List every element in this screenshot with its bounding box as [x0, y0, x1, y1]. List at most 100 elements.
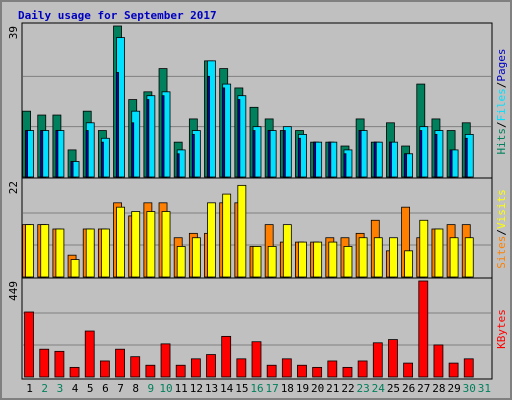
x-tick-label: 8 [132, 382, 139, 395]
bar [358, 130, 362, 178]
x-tick-label: 27 [417, 382, 430, 395]
bar [146, 211, 156, 278]
x-tick-label: 6 [102, 382, 109, 395]
x-tick-label: 9 [148, 382, 155, 395]
legend-entry: Files [495, 88, 508, 121]
bar [207, 202, 216, 278]
x-tick-label: 31 [478, 382, 491, 395]
bar [342, 366, 353, 378]
x-tick-label: 28 [432, 382, 445, 395]
bar [116, 206, 125, 278]
bar [25, 130, 28, 178]
bar [464, 137, 468, 178]
x-tick-label: 20 [311, 382, 324, 395]
bar [100, 228, 110, 278]
bar [161, 95, 165, 178]
bar [266, 364, 277, 378]
bar [115, 348, 125, 378]
bar [298, 137, 301, 178]
bar [449, 149, 453, 178]
bar [343, 153, 347, 178]
bar [343, 246, 353, 278]
bar [297, 364, 307, 378]
bar [448, 362, 459, 378]
bar [403, 362, 414, 378]
bar [418, 280, 429, 378]
legend: KBytes [495, 309, 508, 349]
x-tick-label: 17 [266, 382, 279, 395]
bar [312, 366, 323, 378]
bar [69, 366, 80, 378]
bar [298, 241, 307, 278]
legend-separator: / [495, 82, 508, 89]
x-tick-label: 30 [463, 382, 476, 395]
x-tick-label: 24 [372, 382, 386, 395]
bar [358, 237, 368, 278]
bar [328, 141, 332, 178]
bar [131, 211, 141, 278]
bar [24, 311, 34, 378]
bar [419, 130, 423, 178]
legend: Sites/Visits [495, 189, 508, 269]
bar [434, 134, 438, 178]
x-tick-label: 5 [87, 382, 94, 395]
bar [251, 341, 262, 378]
bar [404, 250, 414, 278]
legend-separator: / [495, 229, 508, 236]
bar [236, 358, 247, 378]
bar [328, 241, 338, 278]
bar [237, 99, 241, 178]
y-tick-label: 22 [7, 181, 20, 194]
x-tick-label: 13 [205, 382, 218, 395]
bar [237, 184, 247, 278]
bar [313, 241, 323, 278]
legend-entry: KBytes [495, 309, 508, 349]
bar [434, 228, 444, 278]
bar [55, 130, 59, 178]
bar [131, 122, 135, 178]
bar [372, 342, 383, 378]
legend: Hits/Files/Pages [495, 49, 508, 155]
bar [55, 228, 65, 278]
y-tick-label: 449 [7, 281, 20, 301]
bar [191, 237, 201, 278]
bar [145, 364, 156, 378]
bar [85, 130, 89, 178]
x-tick-label: 14 [220, 382, 234, 395]
bar [70, 259, 80, 278]
x-tick-label: 4 [72, 382, 79, 395]
bar [267, 130, 271, 178]
bar [313, 141, 317, 178]
legend-entry: Pages [495, 49, 508, 82]
bar [419, 219, 429, 278]
bar [39, 348, 50, 378]
bar [388, 339, 398, 378]
bar [130, 356, 141, 378]
bar [404, 153, 408, 178]
bar [85, 228, 95, 278]
bar [267, 246, 277, 278]
legend-separator: / [495, 121, 508, 128]
bar [252, 130, 256, 178]
bar [176, 153, 180, 178]
bar [190, 358, 201, 378]
bar [25, 224, 34, 278]
x-tick-label: 3 [57, 382, 64, 395]
bar [222, 193, 232, 278]
bar [54, 350, 65, 378]
bar [84, 330, 95, 378]
bar [357, 360, 368, 378]
bar [160, 343, 171, 378]
bar [146, 99, 150, 178]
bar [252, 246, 262, 278]
x-tick-label: 15 [235, 382, 248, 395]
bar [206, 354, 216, 378]
bar [449, 237, 459, 278]
bar [175, 364, 186, 378]
x-tick-label: 2 [41, 382, 48, 395]
bar [282, 130, 286, 178]
x-tick-label: 12 [190, 382, 203, 395]
bar [70, 161, 74, 178]
y-tick-label: 39 [7, 26, 20, 39]
